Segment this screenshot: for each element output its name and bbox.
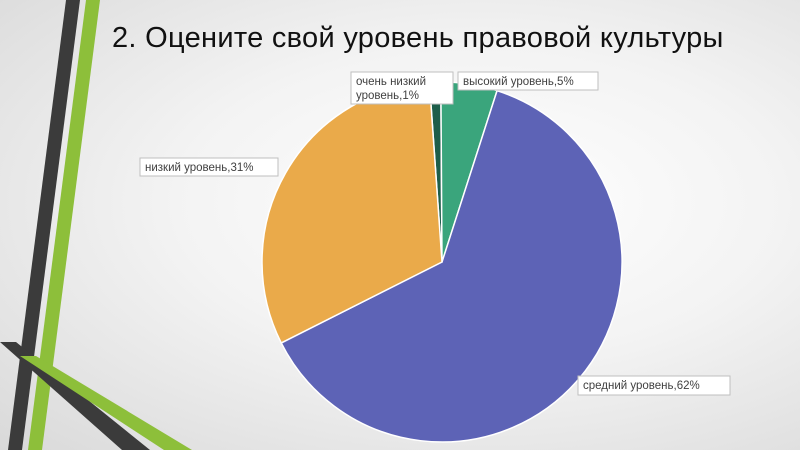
decor-stripe-dark-bottom <box>0 342 150 450</box>
decor-stripe-green-bottom <box>20 356 192 450</box>
slice-label-box-2 <box>577 375 731 396</box>
slice-label-box-3 <box>139 157 279 177</box>
slice-label-3: низкий уровень,31% <box>145 162 253 174</box>
slice-label-0: уровень,1% <box>356 90 419 102</box>
decor-stripe-green-top <box>28 0 100 450</box>
slice-label-box-1 <box>457 71 599 91</box>
slice-label-0: очень низкий <box>356 76 426 88</box>
slice-label-2: средний уровень,62% <box>583 380 700 392</box>
decor-stripe-dark-top <box>8 0 80 450</box>
slice-label-1: высокий уровень,5% <box>463 76 574 88</box>
slide-title: 2. Оцените свой уровень правовой культур… <box>112 22 724 54</box>
slice-label-box-0 <box>350 71 454 105</box>
